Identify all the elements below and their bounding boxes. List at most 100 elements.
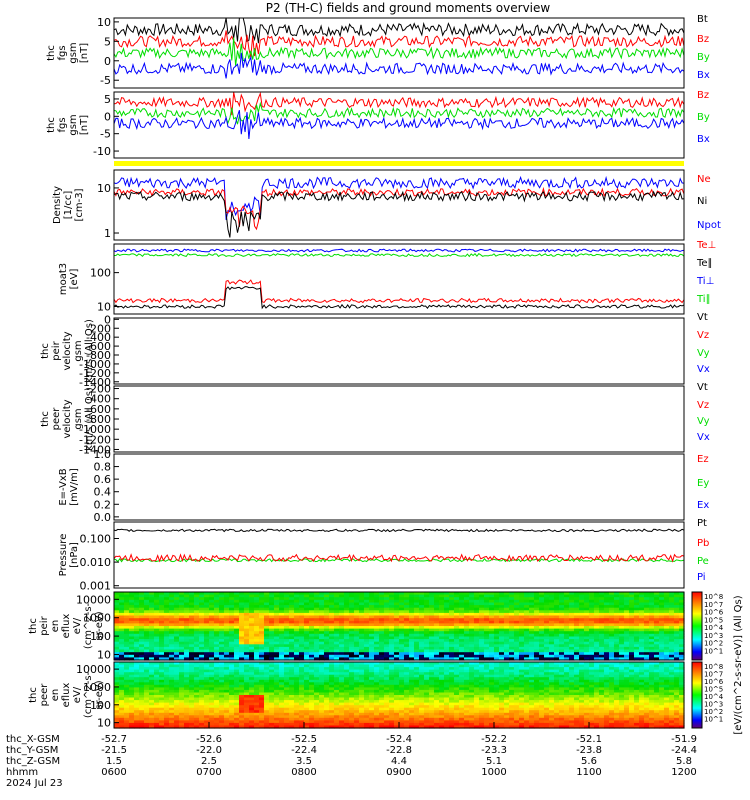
heatmap-cell [364, 612, 370, 617]
heatmap-cell [674, 623, 680, 627]
heatmap-cell [234, 687, 240, 691]
heatmap-cell [144, 667, 150, 671]
heatmap-cell [209, 612, 215, 617]
heatmap-cell [229, 639, 235, 643]
heatmap-cell [269, 599, 275, 603]
heatmap-cell [519, 605, 525, 609]
heatmap-cell [254, 692, 260, 696]
heatmap-cell [249, 620, 255, 624]
colorbar-tick: 10^8 [704, 593, 723, 601]
heatmap-cell [514, 641, 520, 645]
heatmap-cell [349, 679, 355, 683]
heatmap-cell [144, 715, 150, 719]
heatmap-cell [139, 623, 145, 627]
heatmap-cell [449, 687, 455, 691]
heatmap-cell [174, 657, 180, 661]
heatmap-cell [279, 615, 285, 619]
heatmap-cell [154, 639, 160, 643]
heatmap-cell [269, 605, 275, 609]
heatmap-cell [654, 618, 660, 622]
heatmap-cell [164, 689, 170, 693]
heatmap-cell [149, 705, 155, 709]
heatmap-cell [304, 620, 310, 624]
heatmap-cell [279, 654, 285, 658]
heatmap-cell [224, 644, 230, 648]
heatmap-cell [414, 669, 420, 673]
heatmap-cell [514, 592, 520, 596]
heatmap-cell [629, 644, 635, 648]
heatmap-cell [564, 615, 570, 619]
heatmap-cell [624, 646, 630, 651]
heatmap-cell [239, 679, 245, 683]
heatmap-cell [199, 641, 205, 645]
heatmap-cell [479, 641, 485, 645]
heatmap-cell [454, 612, 460, 617]
heatmap-cell [519, 654, 525, 658]
heatmap-cell [664, 636, 670, 640]
heatmap-cell [444, 674, 450, 678]
heatmap-cell [139, 615, 145, 619]
heatmap-cell [609, 594, 615, 598]
heatmap-cell [324, 707, 330, 711]
heatmap-cell [309, 717, 315, 721]
heatmap-cell [294, 649, 300, 653]
heatmap-cell [169, 702, 175, 706]
heatmap-cell [239, 702, 245, 706]
heatmap-cell [624, 607, 630, 611]
heatmap-cell [494, 620, 500, 624]
heatmap-cell [149, 628, 155, 632]
heatmap-cell [604, 636, 610, 640]
heatmap-cell [389, 633, 395, 637]
heatmap-cell [324, 667, 330, 671]
heatmap-cell [194, 620, 200, 624]
heatmap-cell [449, 626, 455, 630]
heatmap-cell [409, 720, 415, 724]
heatmap-cell [184, 697, 190, 701]
heatmap-cell [454, 689, 460, 693]
heatmap-cell [359, 612, 365, 617]
heatmap-cell [399, 662, 405, 666]
heatmap-cell [369, 722, 375, 726]
heatmap-cell [229, 722, 235, 726]
heatmap-cell [219, 677, 225, 681]
heatmap-cell [509, 602, 515, 606]
heatmap-cell [314, 644, 320, 648]
heatmap-cell [624, 594, 630, 598]
heatmap-cell [254, 612, 260, 617]
heatmap-cell [634, 631, 640, 635]
heatmap-cell [309, 682, 315, 686]
heatmap-cell [429, 615, 435, 619]
heatmap-cell [449, 717, 455, 721]
heatmap-cell [409, 715, 415, 719]
heatmap-cell [179, 712, 185, 716]
heatmap-cell [419, 631, 425, 635]
heatmap-cell [539, 644, 545, 648]
heatmap-cell [204, 605, 210, 609]
heatmap-cell [574, 646, 580, 651]
heatmap-cell [314, 628, 320, 632]
heatmap-cell [634, 654, 640, 658]
heatmap-cell [654, 633, 660, 637]
heatmap-cell [124, 697, 130, 701]
heatmap-cell [349, 649, 355, 653]
heatmap-cell [359, 649, 365, 653]
heatmap-cell [364, 615, 370, 619]
heatmap-cell [214, 623, 220, 627]
heatmap-cell [379, 674, 385, 678]
heatmap-cell [474, 626, 480, 630]
heatmap-cell [299, 707, 305, 711]
heatmap-cell [124, 695, 130, 699]
heatmap-cell [279, 610, 285, 614]
heatmap-cell [164, 717, 170, 721]
heatmap-cell [464, 612, 470, 617]
heatmap-cell [274, 649, 280, 653]
heatmap-cell [284, 715, 290, 719]
heatmap-cell [224, 682, 230, 686]
heatmap-cell [124, 689, 130, 693]
heatmap-cell [329, 664, 335, 668]
heatmap-cell [219, 684, 225, 688]
heatmap-cell [659, 633, 665, 637]
heatmap-cell [324, 644, 330, 648]
heatmap-cell [414, 672, 420, 676]
heatmap-cell [614, 631, 620, 635]
